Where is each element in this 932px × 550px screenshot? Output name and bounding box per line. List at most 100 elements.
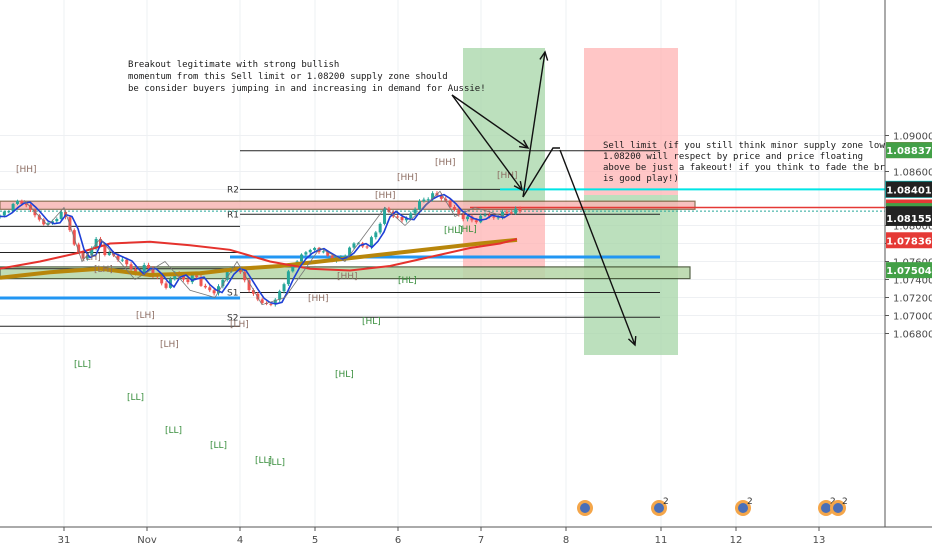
candle-body [343, 255, 347, 257]
swing-label-low: [LL] [255, 456, 272, 466]
price-tag-green [886, 262, 932, 279]
candle-body [212, 290, 216, 294]
earnings-event-icon-inner [654, 503, 664, 513]
zigzag-line [23, 190, 506, 306]
candle-body [479, 215, 483, 223]
swing-label-high: [HH] [16, 165, 37, 175]
candle-body [326, 251, 330, 256]
candle-body [103, 245, 107, 255]
candle-body [461, 214, 465, 220]
pivot-label-r2: R2 [227, 185, 239, 195]
sell-limit-note-line: above be just a fakeout! if you think to… [603, 163, 917, 173]
candle-body [448, 200, 452, 208]
breakout-note-line: be consider buyers jumping in and increa… [128, 84, 486, 94]
breakout-note-line: momentum from this Sell limit or 1.08200… [128, 72, 448, 82]
swing-label-low: [LL] [210, 441, 227, 451]
candle-body [216, 286, 220, 294]
candle-body [160, 276, 164, 284]
candle-body [505, 211, 509, 213]
x-tick-label: 5 [312, 535, 318, 546]
annotations-layer: Breakout legitimate with strong bullish … [128, 60, 917, 184]
candle-body [85, 255, 89, 259]
swing-label-low: [LL] [268, 458, 285, 468]
sell-limit-note-line: Sell limit (if you still think minor sup… [603, 141, 896, 151]
candle-body [164, 283, 168, 288]
event-badge: 2 [842, 497, 848, 507]
x-tick-label: 7 [478, 535, 484, 546]
arrow-short-target [559, 149, 636, 346]
price-tag-black [886, 181, 932, 198]
zigzag-layer [23, 190, 506, 306]
x-tick-label: 13 [813, 535, 826, 546]
candle-body [409, 213, 413, 219]
candle-body [7, 211, 11, 213]
swing-label-low: [HL] [444, 226, 463, 236]
candle-body [208, 287, 212, 291]
candle-body [256, 293, 260, 300]
candle-body [99, 238, 103, 246]
arrow-long-target [522, 51, 546, 198]
candle-body [413, 209, 417, 214]
swing-labels-layer: [HH][LH][LH][LL][LH][LL][LH][LL][LL][LH]… [16, 158, 518, 468]
candle-body [15, 200, 19, 204]
candle-body [470, 216, 474, 221]
pivot-label-r1: R1 [227, 210, 239, 220]
candle-body [151, 268, 155, 276]
time-axis-bg [0, 527, 932, 550]
candle-body [55, 219, 59, 222]
arrow-long-target-head [539, 50, 549, 61]
candle-body [59, 211, 63, 220]
swing-label-low: [LL] [74, 360, 91, 370]
candle-body [273, 299, 277, 305]
price-tag-red [886, 232, 932, 249]
arrow-short-target-head [627, 335, 637, 347]
x-tick-label: 31 [58, 535, 71, 546]
swing-label-high: [HH] [397, 173, 418, 183]
x-tick-label: 12 [730, 535, 743, 546]
price-tag-label: 1.07836 [886, 236, 932, 247]
candle-body [81, 253, 85, 259]
swing-label-high: [LH] [230, 320, 249, 330]
levels-layer: R2 R1 S1 S2 [0, 150, 885, 327]
swing-label-high: [HH] [435, 158, 456, 168]
sell-limit-note-line: 1.08200 will respect by price and price … [603, 152, 863, 162]
candle-body [182, 275, 186, 280]
red-moving-average [0, 238, 518, 272]
candle-body [243, 272, 247, 281]
breakout-note-line: Breakout legitimate with strong bullish [128, 60, 339, 70]
candle-body [365, 246, 369, 248]
candle-body [42, 219, 46, 225]
candle-body [286, 271, 290, 285]
y-tick-label: 1.07400 [893, 276, 932, 287]
candle-body [199, 277, 203, 286]
candle-body [348, 247, 352, 256]
y-tick-label: 1.07200 [893, 294, 932, 305]
price-tag-green [886, 142, 932, 159]
candle-body [278, 291, 282, 300]
demand-zone [0, 266, 691, 280]
swing-label-low: [LL] [165, 426, 182, 436]
candle-body [90, 248, 94, 256]
candle-body [190, 275, 194, 283]
candle-body [339, 256, 343, 258]
candle-body [383, 208, 387, 224]
candle-body [107, 252, 111, 255]
y-tick-label: 1.09000 [893, 132, 932, 143]
candle-body [374, 232, 378, 238]
swing-label-high: [LH] [94, 265, 113, 275]
candle-body [400, 216, 404, 221]
swing-label-low: [HL] [335, 370, 354, 380]
earnings-event-icon-inner [580, 503, 590, 513]
candle-body [378, 223, 382, 233]
candle-body [417, 201, 421, 210]
swing-label-low: [HL] [362, 317, 381, 327]
candle-body [422, 199, 426, 202]
candle-body [496, 217, 500, 219]
swing-label-high: [LH] [136, 311, 155, 321]
gold-moving-average [0, 237, 518, 280]
supply-zone [0, 200, 696, 210]
candle-body [444, 198, 448, 201]
candle-body [120, 259, 124, 261]
candle-body [125, 259, 129, 265]
